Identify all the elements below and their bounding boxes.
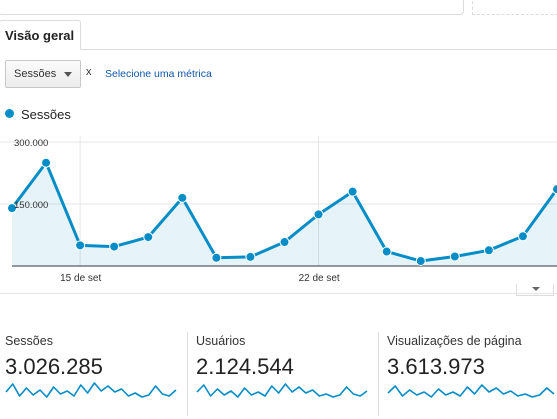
chart-options-toggle[interactable] — [516, 284, 554, 296]
kpi-value: 3.026.285 — [5, 354, 103, 379]
data-point — [449, 251, 460, 262]
chart-legend: Sessões — [5, 106, 71, 122]
x-tick-label: 15 de set — [60, 273, 101, 284]
top-toolbar-strip — [0, 0, 557, 18]
data-point — [41, 157, 52, 168]
data-point — [381, 246, 392, 257]
y-tick-label: 300.000 — [14, 138, 48, 149]
kpi-value: 2.124.544 — [196, 354, 294, 379]
section-divider — [0, 293, 557, 294]
close-icon[interactable]: x — [86, 66, 92, 78]
kpi-label: Sessões — [5, 334, 53, 348]
kpi-value: 3.613.973 — [387, 354, 485, 379]
kpi-pageviews: Visualizações de página 3.613.973 — [387, 328, 555, 419]
add-segment-box[interactable] — [472, 0, 557, 15]
data-point — [109, 241, 120, 252]
data-point — [75, 240, 86, 251]
metric-select-label: Sessões — [14, 68, 57, 80]
legend-label: Sessões — [21, 107, 71, 123]
data-point — [177, 192, 188, 203]
y-tick-label: 150.000 — [14, 200, 48, 211]
x-tick-label: 22 de set — [299, 273, 340, 284]
kpi-sparkline — [196, 383, 368, 398]
data-point — [7, 203, 17, 214]
data-point — [279, 237, 290, 248]
sparkline-line — [387, 384, 555, 398]
kpi-sparkline — [5, 382, 177, 398]
sparkline-line — [5, 382, 177, 398]
tab-overview[interactable]: Visão geral — [0, 20, 81, 50]
kpi-label: Visualizações de página — [387, 334, 522, 348]
segment-box[interactable] — [0, 0, 464, 15]
data-point — [245, 251, 256, 262]
data-point — [347, 186, 358, 197]
chevron-down-icon — [532, 287, 540, 291]
data-point — [143, 232, 154, 243]
tab-bar-line — [0, 49, 557, 50]
sessions-chart: 300.000 150.000 15 de set 22 de set — [0, 136, 557, 284]
select-metric-link[interactable]: Selecione uma métrica — [105, 68, 212, 80]
kpi-label: Usuários — [196, 334, 246, 348]
metric-select-dropdown[interactable]: Sessões — [5, 60, 81, 88]
series-area — [12, 162, 557, 266]
data-point — [211, 252, 222, 263]
kpi-separator — [378, 332, 379, 416]
kpi-users: Usuários 2.124.544 — [196, 328, 374, 419]
data-point — [517, 231, 528, 242]
data-point — [313, 209, 324, 220]
data-point — [552, 184, 557, 195]
legend-dot-icon — [5, 109, 14, 119]
kpi-separator — [187, 332, 188, 416]
chevron-down-icon — [64, 72, 72, 77]
data-point — [483, 245, 494, 256]
sparkline-line — [196, 383, 368, 398]
kpi-sessions: Sessões 3.026.285 — [5, 328, 183, 419]
kpi-sparkline — [387, 384, 555, 398]
data-point — [415, 256, 426, 267]
